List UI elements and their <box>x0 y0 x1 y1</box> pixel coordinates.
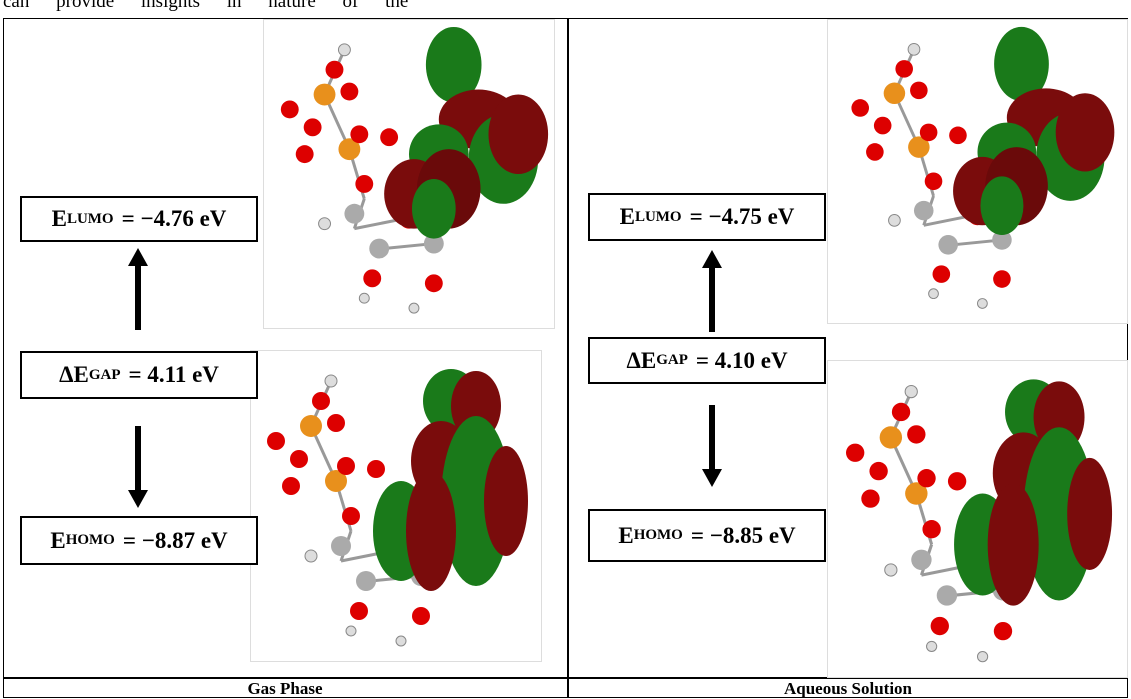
symbol: E <box>52 206 67 232</box>
column-divider <box>567 18 569 698</box>
symbol: ΔE <box>59 362 89 388</box>
subscript: GAP <box>656 352 688 369</box>
arrow-up <box>700 250 724 332</box>
subscript: GAP <box>89 367 121 384</box>
subscript: LUMO <box>635 209 682 226</box>
page: can provide insights in nature of the EL… <box>0 0 1131 699</box>
header-text: can provide insights in nature of the <box>3 0 408 13</box>
value: = −4.76 eV <box>122 206 227 232</box>
caption: Gas Phase <box>3 679 567 699</box>
symbol: E <box>620 204 635 230</box>
subscript: HOMO <box>66 532 115 549</box>
symbol: E <box>50 528 65 554</box>
arrow-up <box>126 248 150 330</box>
symbol: ΔE <box>626 348 656 374</box>
value: = −4.75 eV <box>690 204 795 230</box>
subscript: LUMO <box>67 211 114 228</box>
value: = 4.11 eV <box>129 362 219 388</box>
homo-orbital-image <box>250 350 542 662</box>
value: = −8.87 eV <box>123 528 228 554</box>
value: = 4.10 eV <box>696 348 788 374</box>
lumo-orbital-image <box>263 19 555 329</box>
subscript: HOMO <box>634 527 683 544</box>
symbol: E <box>618 523 633 549</box>
arrow-down <box>700 405 724 487</box>
homo-orbital-image <box>827 360 1128 678</box>
value: = −8.85 eV <box>691 523 796 549</box>
lumo-orbital-image <box>827 19 1128 324</box>
arrow-down <box>126 426 150 508</box>
caption: Aqueous Solution <box>568 679 1128 699</box>
